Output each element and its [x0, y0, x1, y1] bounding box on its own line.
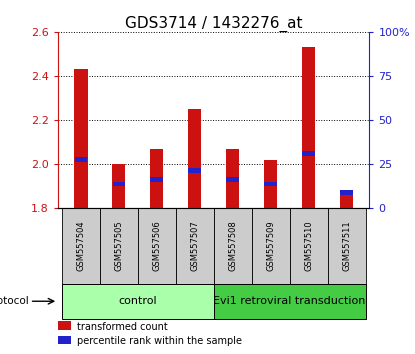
Text: GSM557511: GSM557511 [342, 221, 351, 272]
Bar [138, 208, 176, 284]
Bar [112, 182, 125, 187]
Text: protocol: protocol [0, 296, 29, 306]
Bar [214, 284, 366, 319]
Text: GSM557507: GSM557507 [190, 221, 199, 272]
Bar [302, 47, 315, 208]
Bar [251, 208, 290, 284]
Bar [188, 169, 201, 173]
Bar [214, 208, 251, 284]
Bar [112, 164, 125, 208]
Text: GSM557509: GSM557509 [266, 221, 275, 272]
Text: GSM557508: GSM557508 [228, 221, 237, 272]
Text: GSM557510: GSM557510 [304, 221, 313, 272]
Text: percentile rank within the sample: percentile rank within the sample [77, 336, 242, 346]
Bar [151, 177, 163, 182]
Bar [264, 160, 277, 208]
Bar [75, 157, 87, 162]
Text: transformed count: transformed count [77, 321, 168, 331]
Bar [58, 336, 71, 344]
Bar [290, 208, 327, 284]
Bar [227, 177, 239, 182]
Text: Evi1 retroviral transduction: Evi1 retroviral transduction [213, 296, 366, 306]
Text: control: control [119, 296, 157, 306]
Bar [264, 182, 277, 187]
Bar [150, 149, 164, 208]
Title: GDS3714 / 1432276_at: GDS3714 / 1432276_at [125, 16, 303, 32]
Bar [62, 284, 214, 319]
Bar [226, 149, 239, 208]
Text: GSM557505: GSM557505 [114, 221, 123, 272]
Bar [340, 191, 353, 208]
Bar [100, 208, 138, 284]
Text: GSM557506: GSM557506 [152, 221, 161, 272]
Bar [62, 208, 100, 284]
Bar [176, 208, 214, 284]
Bar [188, 109, 201, 208]
Bar [302, 151, 315, 156]
Bar [58, 321, 71, 330]
Bar [74, 69, 88, 208]
Bar [327, 208, 366, 284]
Text: GSM557504: GSM557504 [76, 221, 85, 272]
Bar [340, 190, 353, 195]
